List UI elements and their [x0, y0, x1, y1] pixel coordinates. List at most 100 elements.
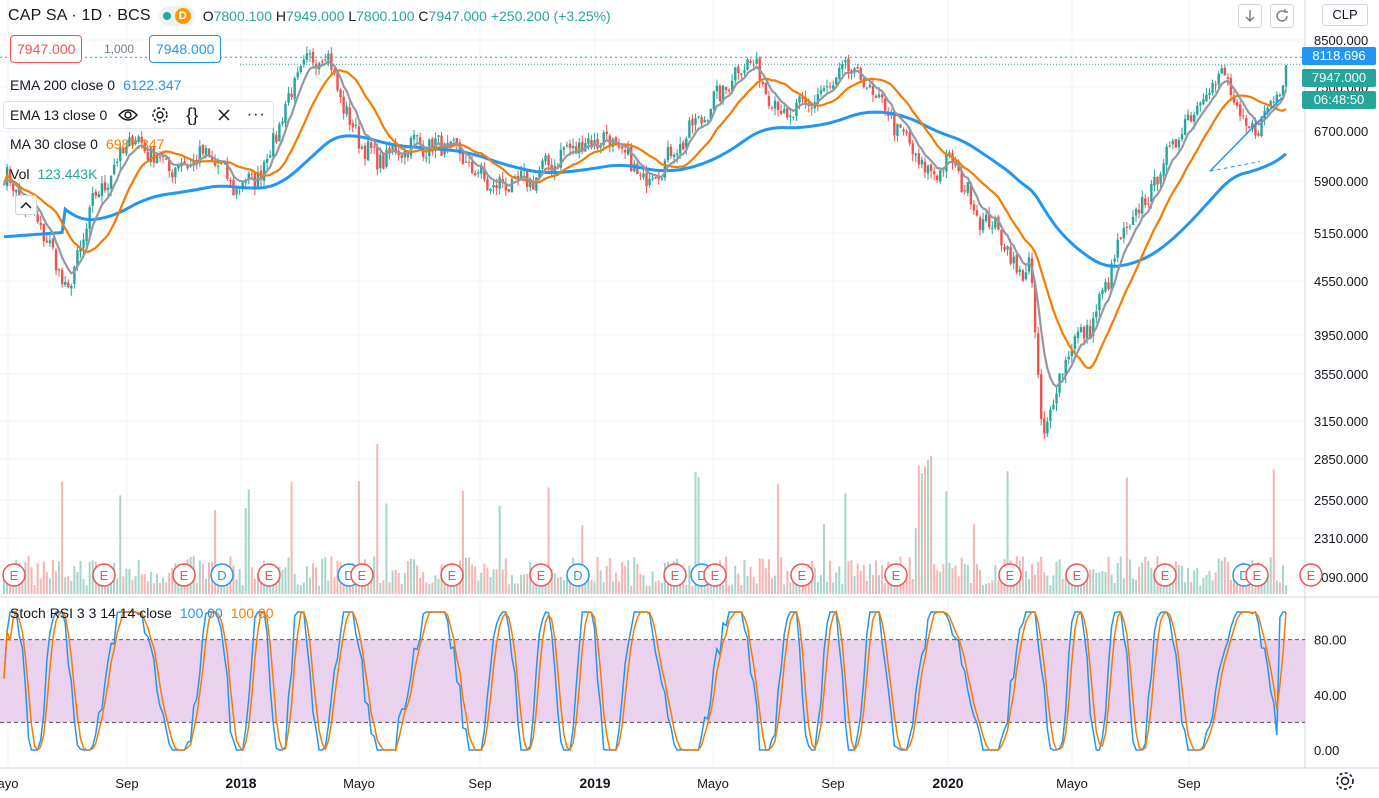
- candle-body: [480, 166, 483, 174]
- volume-bar: [957, 576, 960, 594]
- volume-bar: [48, 578, 51, 594]
- earnings-marker: [1299, 563, 1323, 587]
- candle-body: [45, 240, 49, 243]
- candle-body: [786, 108, 789, 118]
- sell-button[interactable]: 7947.000: [10, 35, 83, 63]
- x-tick-label: Sep: [115, 776, 138, 791]
- candle-body: [1193, 114, 1196, 122]
- volume-bar: [1205, 574, 1208, 594]
- legend-ema200[interactable]: EMA 200 close 0 6122.347: [10, 77, 182, 93]
- event-label: E: [711, 568, 720, 583]
- candle-body: [743, 70, 746, 73]
- legend-volume[interactable]: Vol 123.443K: [10, 166, 98, 182]
- volume-bar: [79, 561, 82, 594]
- candle-body: [391, 145, 394, 151]
- candle-body: [789, 115, 792, 117]
- market-status-pill[interactable]: D: [158, 6, 195, 26]
- candle-body: [1085, 324, 1089, 339]
- candle-body: [281, 121, 284, 124]
- volume-bar: [504, 558, 507, 594]
- chart-settings-button[interactable]: [1334, 770, 1356, 792]
- volume-bar: [461, 490, 464, 594]
- candle-body: [868, 84, 872, 88]
- candle-body: [201, 144, 205, 154]
- volume-bar: [1226, 562, 1229, 594]
- candle-body: [1036, 333, 1040, 375]
- candle-body: [547, 155, 550, 166]
- volume-bar: [238, 568, 241, 594]
- currency-button[interactable]: CLP: [1322, 4, 1368, 26]
- candle-body: [605, 131, 608, 134]
- candle-body: [975, 210, 979, 216]
- candle-body: [449, 141, 452, 145]
- volume-bar: [1024, 571, 1027, 594]
- x-tick-label: 2020: [932, 775, 963, 791]
- volume-bar: [1046, 575, 1049, 594]
- legend-ma30[interactable]: MA 30 close 0 6987.347: [10, 136, 165, 152]
- volume-bar: [682, 583, 685, 594]
- refresh-button[interactable]: [1270, 4, 1294, 28]
- candle-body: [278, 123, 281, 142]
- gear-icon[interactable]: [149, 104, 171, 126]
- candle-body: [899, 124, 902, 128]
- volume-bar: [198, 560, 201, 594]
- scale-down-button[interactable]: [1238, 4, 1262, 28]
- candle-body: [146, 152, 150, 161]
- candle-body: [1116, 239, 1119, 258]
- volume-bar: [235, 579, 238, 594]
- volume-bar: [143, 574, 146, 594]
- candle-body: [489, 189, 492, 191]
- volume-bar: [722, 584, 725, 594]
- y-tick-label: 3950.000: [1314, 328, 1368, 343]
- candle-body: [452, 139, 455, 141]
- candle-body: [571, 146, 575, 149]
- volume-bar: [1214, 572, 1217, 594]
- symbol-title[interactable]: CAP SA · 1D · BCS: [8, 7, 151, 24]
- legend-stoch-rsi[interactable]: Stoch RSI 3 3 14 14 close 100.00 100.00: [10, 605, 274, 621]
- candle-body: [1110, 263, 1113, 290]
- volume-bar: [513, 583, 516, 594]
- volume-bar: [731, 584, 734, 594]
- candle-body: [712, 91, 716, 110]
- candle-body: [207, 148, 211, 156]
- volume-bar: [1220, 560, 1223, 594]
- candle-body: [721, 85, 725, 102]
- earnings-marker: [1245, 563, 1269, 587]
- x-tick-label: Mayo: [697, 776, 729, 791]
- volume-bar: [972, 524, 975, 594]
- legend-ema13[interactable]: EMA 13 close 0 {} ···: [3, 101, 275, 129]
- candle-body: [437, 135, 440, 137]
- candle-body: [18, 188, 21, 201]
- volume-bar: [878, 575, 881, 594]
- candle-body: [425, 157, 428, 159]
- volume-bar: [936, 570, 939, 594]
- candle-body: [464, 161, 468, 163]
- candle-body: [562, 147, 566, 150]
- volume-bar: [45, 572, 48, 594]
- braces-icon[interactable]: {}: [186, 104, 199, 125]
- buy-button[interactable]: 7948.000: [149, 35, 222, 63]
- candle-body: [1251, 122, 1254, 130]
- candle-body: [152, 146, 156, 163]
- volume-bar: [6, 579, 9, 594]
- volume-bar: [431, 582, 434, 594]
- candle-body: [740, 73, 743, 75]
- volume-bar: [740, 584, 743, 594]
- more-icon[interactable]: ···: [246, 106, 266, 123]
- eye-icon[interactable]: [117, 104, 139, 126]
- candle-body: [734, 67, 737, 81]
- volume-bar: [596, 556, 599, 594]
- volume-bar: [914, 528, 917, 594]
- candle-body: [128, 137, 131, 147]
- earnings-marker: [884, 563, 908, 587]
- collapse-legend-button[interactable]: [15, 195, 37, 215]
- candle-body: [896, 123, 899, 136]
- volume-bar: [1138, 566, 1141, 594]
- volume-bar: [88, 561, 91, 594]
- candle-body: [140, 136, 143, 143]
- close-icon[interactable]: [213, 104, 235, 126]
- candle-body: [1095, 311, 1098, 318]
- y-tick-label: 5150.000: [1314, 226, 1368, 241]
